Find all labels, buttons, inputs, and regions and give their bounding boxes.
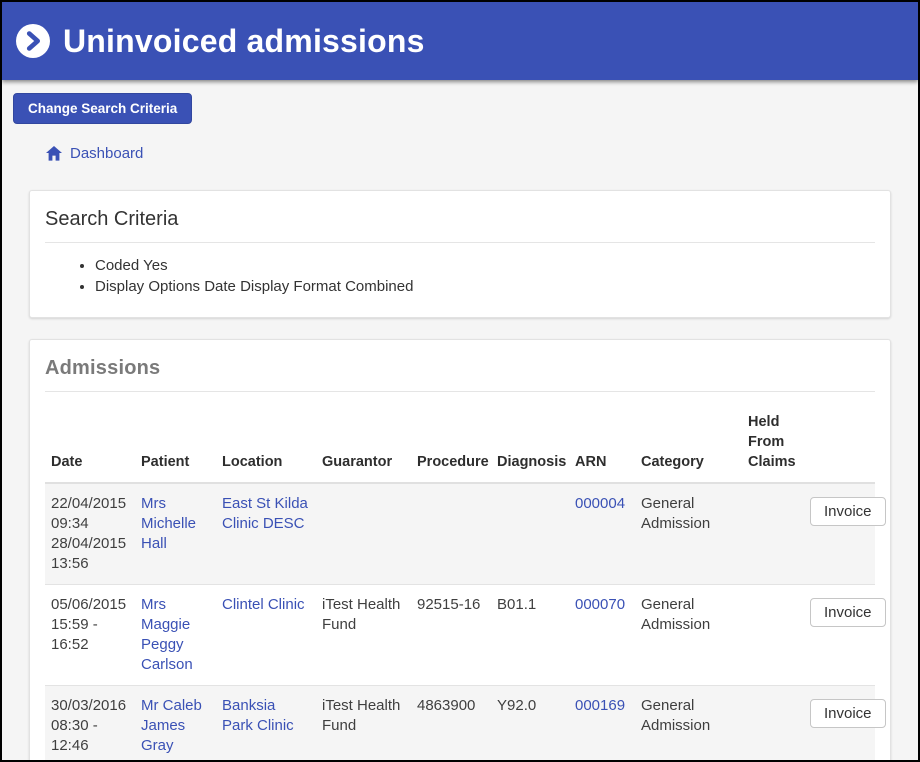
cell-arn: 000070 <box>569 585 635 686</box>
cell-actions: Invoice <box>804 686 886 761</box>
cell-date: 22/04/2015 09:34 28/04/2015 13:56 <box>51 495 127 572</box>
cell-location: East St Kilda Clinic DESC <box>216 483 316 585</box>
admissions-panel: Admissions Date Patient Location Guarantor P… <box>29 339 891 761</box>
cell-held-from-claims <box>742 483 804 585</box>
column-header-patient: Patient <box>135 392 216 484</box>
cell-guarantor <box>316 483 411 585</box>
cell-category: General Admission <box>641 697 711 734</box>
cell-held-from-claims <box>742 686 804 761</box>
invoice-button[interactable]: Invoice <box>810 699 886 728</box>
cell-arn: 000169 <box>569 686 635 761</box>
cell-held-from-claims <box>742 585 804 686</box>
home-icon <box>46 146 62 161</box>
cell-diagnosis: Y92.0 <box>497 697 537 714</box>
invoice-button[interactable]: Invoice <box>810 497 886 526</box>
cell-date: 05/06/2015 15:59 - 16:52 <box>51 596 127 653</box>
cell-date: 30/03/2016 08:30 - 12:46 <box>51 697 127 754</box>
invoice-button[interactable]: Invoice <box>810 598 886 627</box>
cell-procedure: 92515-16 <box>417 596 481 613</box>
cell-patient: Mr Caleb James Gray <box>135 686 216 761</box>
cell-procedure: 4863900 <box>417 697 476 714</box>
cell-diagnosis: B01.1 <box>497 596 537 613</box>
search-criteria-title: Search Criteria <box>45 208 179 230</box>
column-header-guarantor: Guarantor <box>316 392 411 484</box>
cell-actions: Invoice <box>804 585 886 686</box>
column-header-arn: ARN <box>569 392 635 484</box>
page-title: Uninvoiced admissions <box>63 22 425 59</box>
admissions-table: Date Patient Location Guarantor Procedure Dia… <box>45 392 886 761</box>
page-header: Uninvoiced admissions <box>2 2 918 80</box>
cell-procedure <box>411 483 491 585</box>
cell-location: Clintel Clinic <box>216 585 316 686</box>
search-criteria-panel: Search Criteria Coded YesDisplay Options… <box>29 190 891 318</box>
breadcrumb: Dashboard <box>46 145 918 162</box>
search-criteria-list: Coded YesDisplay Options Date Display Fo… <box>30 256 890 297</box>
column-header-held-from-claims: Held From Claims <box>742 392 804 484</box>
location-link[interactable]: Clintel Clinic <box>222 596 305 613</box>
admissions-heading: Admissions <box>30 340 890 392</box>
patient-link[interactable]: Mr Caleb James Gray <box>141 697 202 754</box>
cell-diagnosis <box>491 483 569 585</box>
column-header-location: Location <box>216 392 316 484</box>
column-header-category: Category <box>635 392 742 484</box>
arn-link[interactable]: 000004 <box>575 495 626 512</box>
location-link[interactable]: Banksia Park Clinic <box>222 697 294 734</box>
search-criteria-item: Display Options Date Display Format Comb… <box>95 277 890 297</box>
column-header-procedure: Procedure <box>411 392 491 484</box>
arn-link[interactable]: 000070 <box>575 596 626 613</box>
search-criteria-item: Coded Yes <box>95 256 890 276</box>
cell-guarantor: iTest Health Fund <box>322 697 401 734</box>
cell-arn: 000004 <box>569 483 635 585</box>
cell-patient: Mrs Michelle Hall <box>135 483 216 585</box>
change-search-criteria-button[interactable]: Change Search Criteria <box>13 93 193 124</box>
admissions-table-header: Date Patient Location Guarantor Procedure Dia… <box>45 392 875 484</box>
search-criteria-heading: Search Criteria <box>30 191 890 243</box>
admission-row: 05/06/2015 15:59 - 16:52 Mrs Maggie Peggy… <box>45 584 886 686</box>
breadcrumb-dashboard-link[interactable]: Dashboard <box>70 145 144 162</box>
cell-category: General Admission <box>641 596 711 633</box>
column-header-diagnosis: Diagnosis <box>491 392 569 484</box>
cell-category: General Admission <box>641 495 711 532</box>
admissions-body: Date Patient Location Guarantor Procedure Dia… <box>30 392 890 761</box>
admissions-title: Admissions <box>45 357 161 379</box>
patient-link[interactable]: Mrs Maggie Peggy Carlson <box>141 596 193 673</box>
chevron-right-circle-icon <box>16 24 50 58</box>
admission-row: 22/04/2015 09:34 28/04/2015 13:56 Mrs Mic… <box>45 483 886 585</box>
column-header-actions <box>804 392 875 484</box>
cell-patient: Mrs Maggie Peggy Carlson <box>135 585 216 686</box>
toolbar: Change Search Criteria <box>2 80 918 124</box>
arn-link[interactable]: 000169 <box>575 697 626 714</box>
cell-actions: Invoice <box>804 483 886 585</box>
patient-link[interactable]: Mrs Michelle Hall <box>141 495 197 552</box>
cell-location: Banksia Park Clinic <box>216 686 316 761</box>
location-link[interactable]: East St Kilda Clinic DESC <box>222 495 308 532</box>
admission-row: 30/03/2016 08:30 - 12:46 Mr Caleb James G… <box>45 685 886 761</box>
column-header-date: Date <box>45 392 135 484</box>
cell-guarantor: iTest Health Fund <box>322 596 401 633</box>
